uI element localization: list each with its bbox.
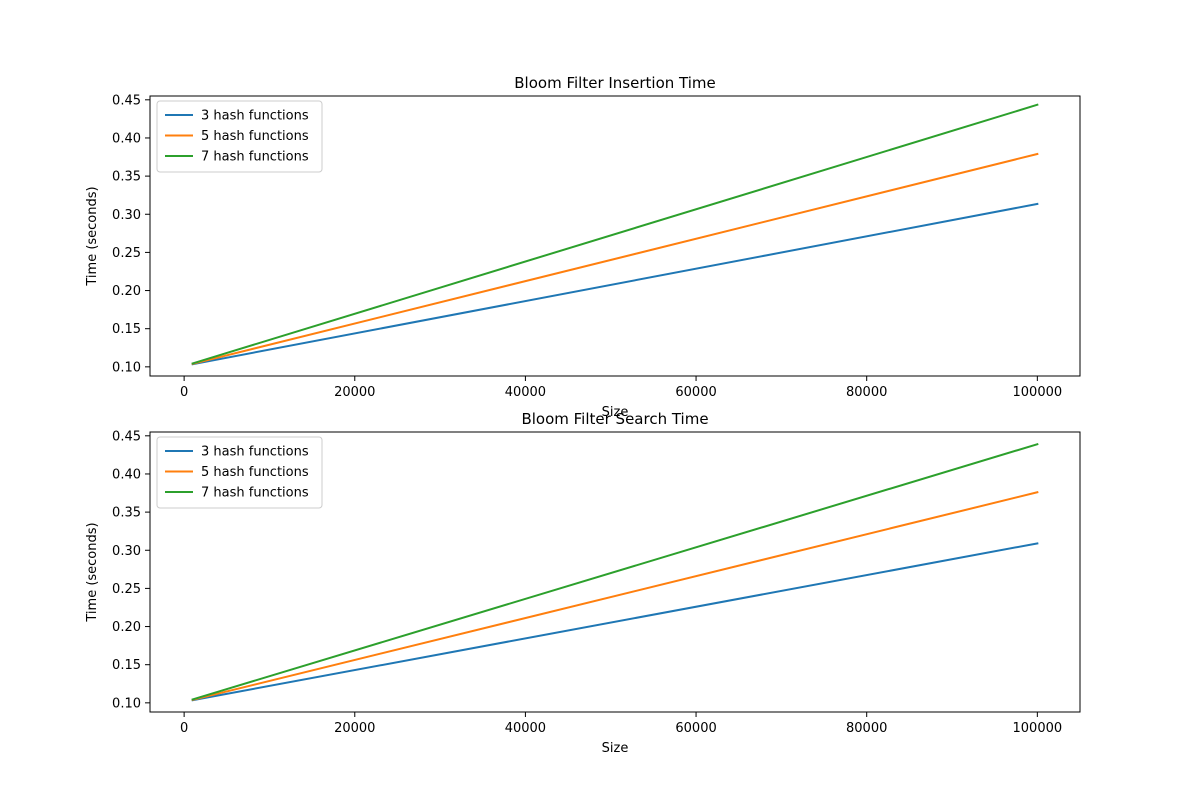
x-tick-label: 20000 [334, 385, 375, 400]
legend-label-1: 3 hash functions [201, 445, 309, 460]
y-tick-label: 0.45 [112, 93, 141, 108]
y-tick-label: 0.20 [112, 284, 141, 299]
series-line-2 [191, 491, 1039, 701]
series-line-1 [191, 202, 1039, 366]
series-line-1 [191, 542, 1039, 702]
chart-title: Bloom Filter Search Time [521, 410, 708, 428]
x-tick-label: 0 [180, 721, 188, 736]
x-axis-label: Size [602, 405, 629, 420]
legend-label-2: 5 hash functions [201, 129, 309, 144]
series-line-2 [191, 152, 1039, 366]
y-tick-label: 0.40 [112, 131, 141, 146]
x-tick-label: 40000 [505, 721, 546, 736]
y-axis-label: Time (seconds) [85, 522, 100, 622]
y-tick-label: 0.35 [112, 170, 141, 185]
x-tick-label: 60000 [675, 721, 716, 736]
y-tick-label: 0.45 [112, 429, 141, 444]
y-tick-label: 0.15 [112, 322, 141, 337]
x-tick-label: 100000 [1013, 721, 1063, 736]
series-line-3 [191, 103, 1039, 365]
y-tick-label: 0.15 [112, 658, 141, 673]
x-tick-label: 100000 [1013, 385, 1063, 400]
y-tick-label: 0.35 [112, 506, 141, 521]
chart-title: Bloom Filter Insertion Time [514, 74, 715, 92]
legend-box [156, 100, 323, 173]
x-tick-label: 40000 [505, 385, 546, 400]
legend: 3 hash functions 5 hash functions 7 hash f… [156, 100, 323, 173]
y-tick-label: 0.10 [112, 360, 141, 375]
y-tick-label: 0.20 [112, 620, 141, 635]
y-tick-label: 0.10 [112, 696, 141, 711]
y-tick-label: 0.25 [112, 246, 141, 261]
chart-panel-1: Bloom Filter Insertion Time 0 20000 40000 60… [85, 74, 1081, 420]
legend-label-1: 3 hash functions [201, 109, 309, 124]
legend-box [156, 436, 323, 509]
y-tick-label: 0.30 [112, 208, 141, 223]
series-line-3 [191, 442, 1039, 701]
x-tick-label: 0 [180, 385, 188, 400]
plot-frame [149, 95, 1081, 377]
chart-panel-2: Bloom Filter Search Time 0 20000 40000 60000… [85, 410, 1081, 756]
x-tick-label: 80000 [846, 385, 887, 400]
y-tick-label: 0.25 [112, 582, 141, 597]
x-tick-label: 60000 [675, 385, 716, 400]
legend-label-3: 7 hash functions [201, 150, 309, 165]
x-tick-label: 80000 [846, 721, 887, 736]
plot-frame [149, 431, 1081, 713]
y-tick-label: 0.30 [112, 544, 141, 559]
legend-label-3: 7 hash functions [201, 486, 309, 501]
y-tick-label: 0.40 [112, 467, 141, 482]
legend-label-2: 5 hash functions [201, 465, 309, 480]
x-tick-label: 20000 [334, 721, 375, 736]
legend: 3 hash functions 5 hash functions 7 hash f… [156, 436, 323, 509]
x-axis-label: Size [602, 741, 629, 756]
y-axis-label: Time (seconds) [85, 186, 100, 286]
